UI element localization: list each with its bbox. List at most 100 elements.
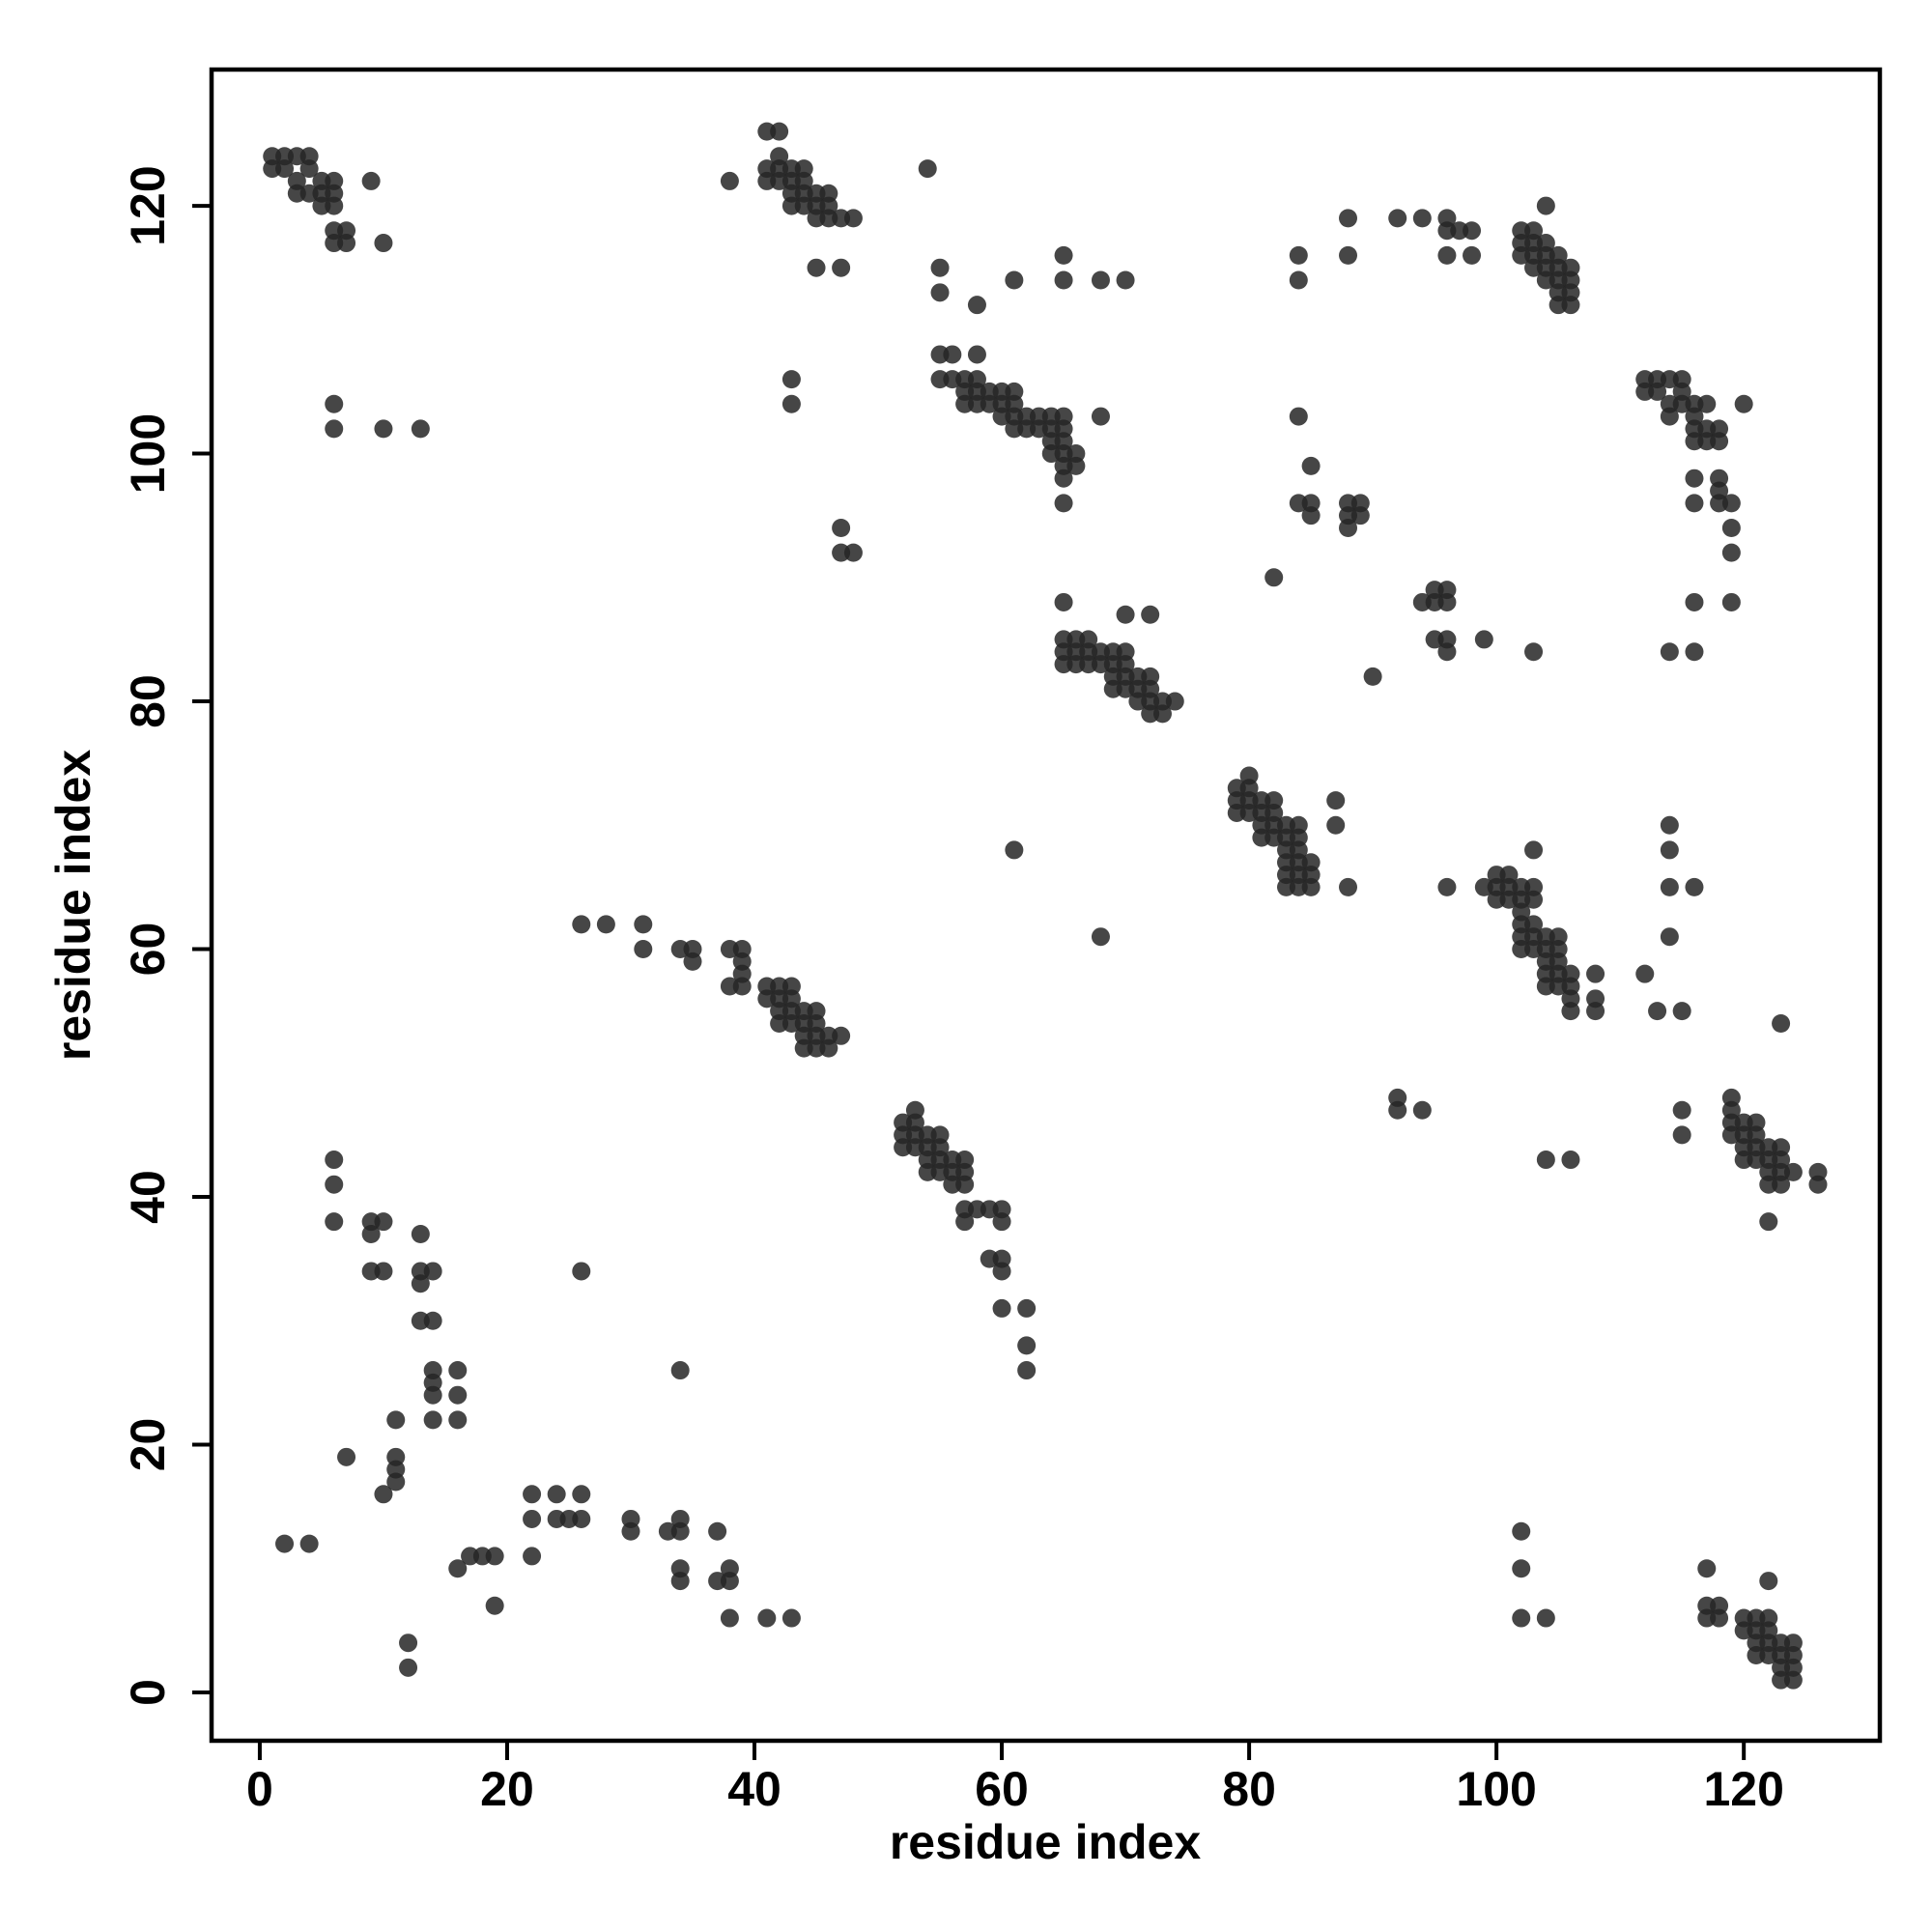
point [448,1559,468,1578]
point [1152,704,1172,724]
point [386,1472,406,1492]
point [1005,840,1024,860]
point [325,196,344,215]
x-axis-label: residue index [890,1815,1202,1869]
point [1759,1212,1778,1232]
point [1710,1608,1729,1628]
point [1536,196,1555,215]
point [720,171,739,190]
point [992,1212,1011,1232]
point [1721,494,1741,513]
point [572,1262,591,1281]
y-axis-label: residue index [46,750,100,1062]
point [1054,270,1073,290]
x-tick-label: 0 [246,1762,273,1816]
point [634,940,653,959]
point [1054,494,1073,513]
point [299,1534,319,1553]
point [423,1385,442,1405]
point [781,394,801,413]
point [325,1212,344,1232]
point [325,394,344,413]
point [1536,1608,1555,1628]
point [1437,642,1457,662]
point [1017,1298,1037,1318]
point [1463,221,1482,241]
y-tick-label: 40 [121,1170,175,1224]
point [1339,245,1358,265]
point [596,915,615,934]
point [1339,209,1358,228]
point [1660,642,1679,662]
point [1437,245,1457,265]
point [1759,1572,1778,1591]
point [1721,543,1741,562]
point [955,1212,975,1232]
point [1734,394,1753,413]
point [325,1151,344,1170]
point [399,1634,418,1653]
point [1388,209,1407,228]
point [423,1410,442,1430]
y-tick-label: 60 [121,923,175,977]
point [374,1212,393,1232]
point [325,419,344,439]
point [275,1534,295,1553]
plot-frame [209,67,1883,1744]
point [448,1361,468,1380]
point [374,419,393,439]
point [275,159,295,179]
point [1437,592,1457,611]
point [992,1262,1011,1281]
x-tick-label: 20 [480,1762,534,1816]
point [1721,592,1741,611]
point [1165,692,1184,711]
point [1005,270,1024,290]
point [1685,469,1704,488]
point [1066,456,1086,475]
point [1635,964,1655,983]
point [1783,1162,1803,1181]
point [1697,1559,1717,1578]
point [781,370,801,389]
point [1672,1125,1691,1145]
point [1660,927,1679,947]
point [1772,1013,1791,1033]
point [1363,667,1382,686]
point [337,1447,356,1466]
point [1091,407,1110,426]
point [1783,1670,1803,1690]
point [1339,877,1358,896]
point [1685,592,1704,611]
point [572,1485,591,1504]
point [361,171,381,190]
point [1672,1100,1691,1120]
point [1301,506,1321,526]
point [1586,1002,1605,1021]
point [1548,296,1568,315]
point [720,1608,739,1628]
point [1054,592,1073,611]
point [918,159,937,179]
point [1091,927,1110,947]
point [967,296,986,315]
point [930,258,950,277]
point [485,1547,504,1566]
point [399,1658,418,1677]
point [1561,1002,1580,1021]
point [1586,964,1605,983]
point [572,915,591,934]
point [1326,815,1346,835]
x-tick-label: 40 [727,1762,781,1816]
point [843,209,863,228]
point [1339,518,1358,537]
point [1091,270,1110,290]
point [670,1361,690,1380]
point [670,1572,690,1591]
point [1772,1175,1791,1194]
point [1524,840,1544,860]
point [1054,245,1073,265]
point [1524,642,1544,662]
point [621,1521,640,1541]
y-tick-label: 20 [121,1418,175,1472]
